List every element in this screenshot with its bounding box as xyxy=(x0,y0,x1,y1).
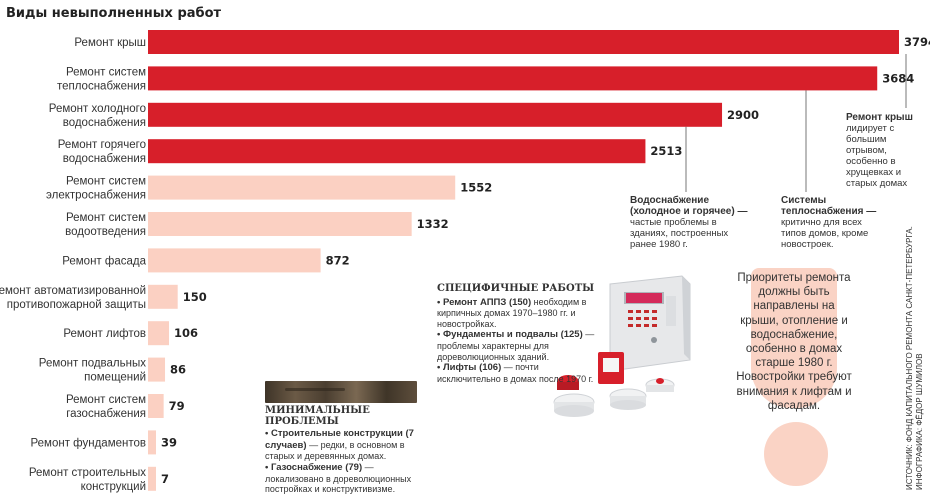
annotation-leaders xyxy=(685,54,907,192)
specific-works-block: СПЕЦИФИЧНЫЕ РАБОТЫ • Ремонт АППЗ (150) н… xyxy=(437,283,599,384)
credits: ИСТОЧНИК: ФОНД КАПИТАЛЬНОГО РЕМОНТА САНК… xyxy=(905,226,927,490)
value-label-7: 150 xyxy=(183,290,207,304)
minimal-item-gas-text: — локализовано в дореволюционных построй… xyxy=(265,461,412,495)
value-label-6: 872 xyxy=(326,253,350,267)
specific-item-lifts-bold: • Лифты (106) xyxy=(437,362,502,374)
category-label-5: Ремонт систем водоотведения xyxy=(65,212,146,238)
siren-icon xyxy=(557,375,579,390)
bar-2 xyxy=(148,102,723,127)
smoke-detector-icon xyxy=(553,378,675,417)
infographic-credit: ИНФОГРАФИКА: ФЁДОР ШУМИЛОВ xyxy=(915,353,924,490)
roofs-annotation-title: Ремонт крыш xyxy=(846,112,913,123)
category-label-1: Ремонт систем теплоснабжения xyxy=(57,66,146,92)
category-label-6: Ремонт фасада xyxy=(62,255,146,267)
category-label-10: Ремонт систем газоснабжения xyxy=(66,394,146,420)
fire-alarm-panel-icon xyxy=(609,275,691,371)
chart-title: Виды невыполненных работ xyxy=(6,6,222,21)
bar-0 xyxy=(148,30,899,54)
value-label-9: 86 xyxy=(170,363,186,377)
value-label-11: 39 xyxy=(161,435,177,449)
bar-11 xyxy=(148,430,156,455)
bar-5 xyxy=(148,212,412,236)
water-annotation: Водоснабжение (холодное и горячее) — час… xyxy=(630,195,748,250)
category-label-7: Ремонт автоматизированной противопожарной… xyxy=(0,285,146,311)
bar-7 xyxy=(148,284,178,309)
category-label-12: Ремонт строительных конструкций xyxy=(29,467,146,493)
category-label-11: Ремонт фундаментов xyxy=(30,437,146,449)
bar-4 xyxy=(148,175,456,200)
bar-9 xyxy=(148,357,166,382)
value-label-10: 79 xyxy=(169,399,185,413)
value-label-0: 3794 xyxy=(904,35,930,49)
specific-item-appz: • Ремонт АППЗ (150) необходим в кирпичны… xyxy=(437,297,599,330)
call-point-icon xyxy=(598,352,624,384)
water-annotation-text: частые проблемы в зданиях, построенных р… xyxy=(630,217,729,250)
value-label-8: 106 xyxy=(174,326,198,340)
category-label-3: Ремонт горячего водоснабжения xyxy=(58,139,146,165)
category-label-9: Ремонт подвальных помещений xyxy=(39,358,146,384)
exclamation-dot-shape xyxy=(764,422,828,486)
minimal-item-structures-bold: • Строительные конструкции (7 случаев) xyxy=(265,428,414,451)
category-label-8: Ремонт лифтов xyxy=(63,328,146,340)
bar-3 xyxy=(148,139,646,164)
minimal-item-gas: • Газоснабжение (79) — локализовано в до… xyxy=(265,462,430,495)
source-credit: ИСТОЧНИК: ФОНД КАПИТАЛЬНОГО РЕМОНТА САНК… xyxy=(905,226,914,490)
minimal-item-structures-text: — редки, в основном в старых и деревянны… xyxy=(265,439,405,462)
specific-item-lifts-text: — почти исключительно в домах после 1970… xyxy=(437,362,594,384)
specific-item-foundations-bold: • Фундаменты и подвалы (125) xyxy=(437,329,583,341)
heating-annotation-title: Системы теплоснабжения — xyxy=(781,195,877,217)
summary-text: Приоритеты ремонта должны быть направлен… xyxy=(736,272,852,412)
bar-6 xyxy=(148,248,321,273)
fire-alarm-illustration xyxy=(553,275,691,417)
bar-8 xyxy=(148,321,169,346)
value-label-5: 1332 xyxy=(417,217,449,231)
heating-annotation-text: критично для всех типов домов, кроме нов… xyxy=(781,217,869,250)
minimal-item-gas-bold: • Газоснабжение (79) xyxy=(265,461,363,473)
roofs-annotation-text: лидирует с большим отрывом, особенно в х… xyxy=(846,123,908,189)
category-label-4: Ремонт систем электроснабжения xyxy=(46,176,146,202)
exclamation-mark-shape xyxy=(751,268,837,408)
value-label-4: 1552 xyxy=(460,181,492,195)
specific-item-foundations: • Фундаменты и подвалы (125) — проблемы … xyxy=(437,329,599,362)
roofs-annotation: Ремонт крыш лидирует с большим отрывом, … xyxy=(846,112,928,189)
value-label-3: 2513 xyxy=(650,144,682,158)
minimal-problems-heading: МИНИМАЛЬНЫЕ ПРОБЛЕМЫ xyxy=(265,405,370,427)
water-annotation-title: Водоснабжение (холодное и горячее) — xyxy=(630,195,748,217)
category-label-2: Ремонт холодного водоснабжения xyxy=(49,103,146,129)
value-label-12: 7 xyxy=(161,472,169,486)
bar-10 xyxy=(148,394,164,418)
value-label-2: 2900 xyxy=(727,108,759,122)
specific-item-lifts: • Лифты (106) — почти исключительно в до… xyxy=(437,362,599,384)
minimal-item-structures: • Строительные конструкции (7 случаев) —… xyxy=(265,428,430,462)
bar-1 xyxy=(148,66,878,91)
value-label-1: 3684 xyxy=(882,71,914,85)
specific-item-appz-bold: • Ремонт АППЗ (150) xyxy=(437,296,532,308)
minimal-problems-block: МИНИМАЛЬНЫЕ ПРОБЛЕМЫ • Строительные конс… xyxy=(265,405,430,495)
specific-item-foundations-text: — проблемы характерны для дореволюционны… xyxy=(437,329,595,362)
wood-beam-image xyxy=(265,381,417,403)
bar-12 xyxy=(148,466,156,491)
category-label-0: Ремонт крыш xyxy=(74,37,146,49)
heating-annotation: Системы теплоснабжения — критично для вс… xyxy=(781,195,885,250)
specific-item-appz-text: необходим в кирпичных домах 1970–1980 гг… xyxy=(437,296,587,329)
specific-works-heading: СПЕЦИФИЧНЫЕ РАБОТЫ xyxy=(437,283,595,294)
